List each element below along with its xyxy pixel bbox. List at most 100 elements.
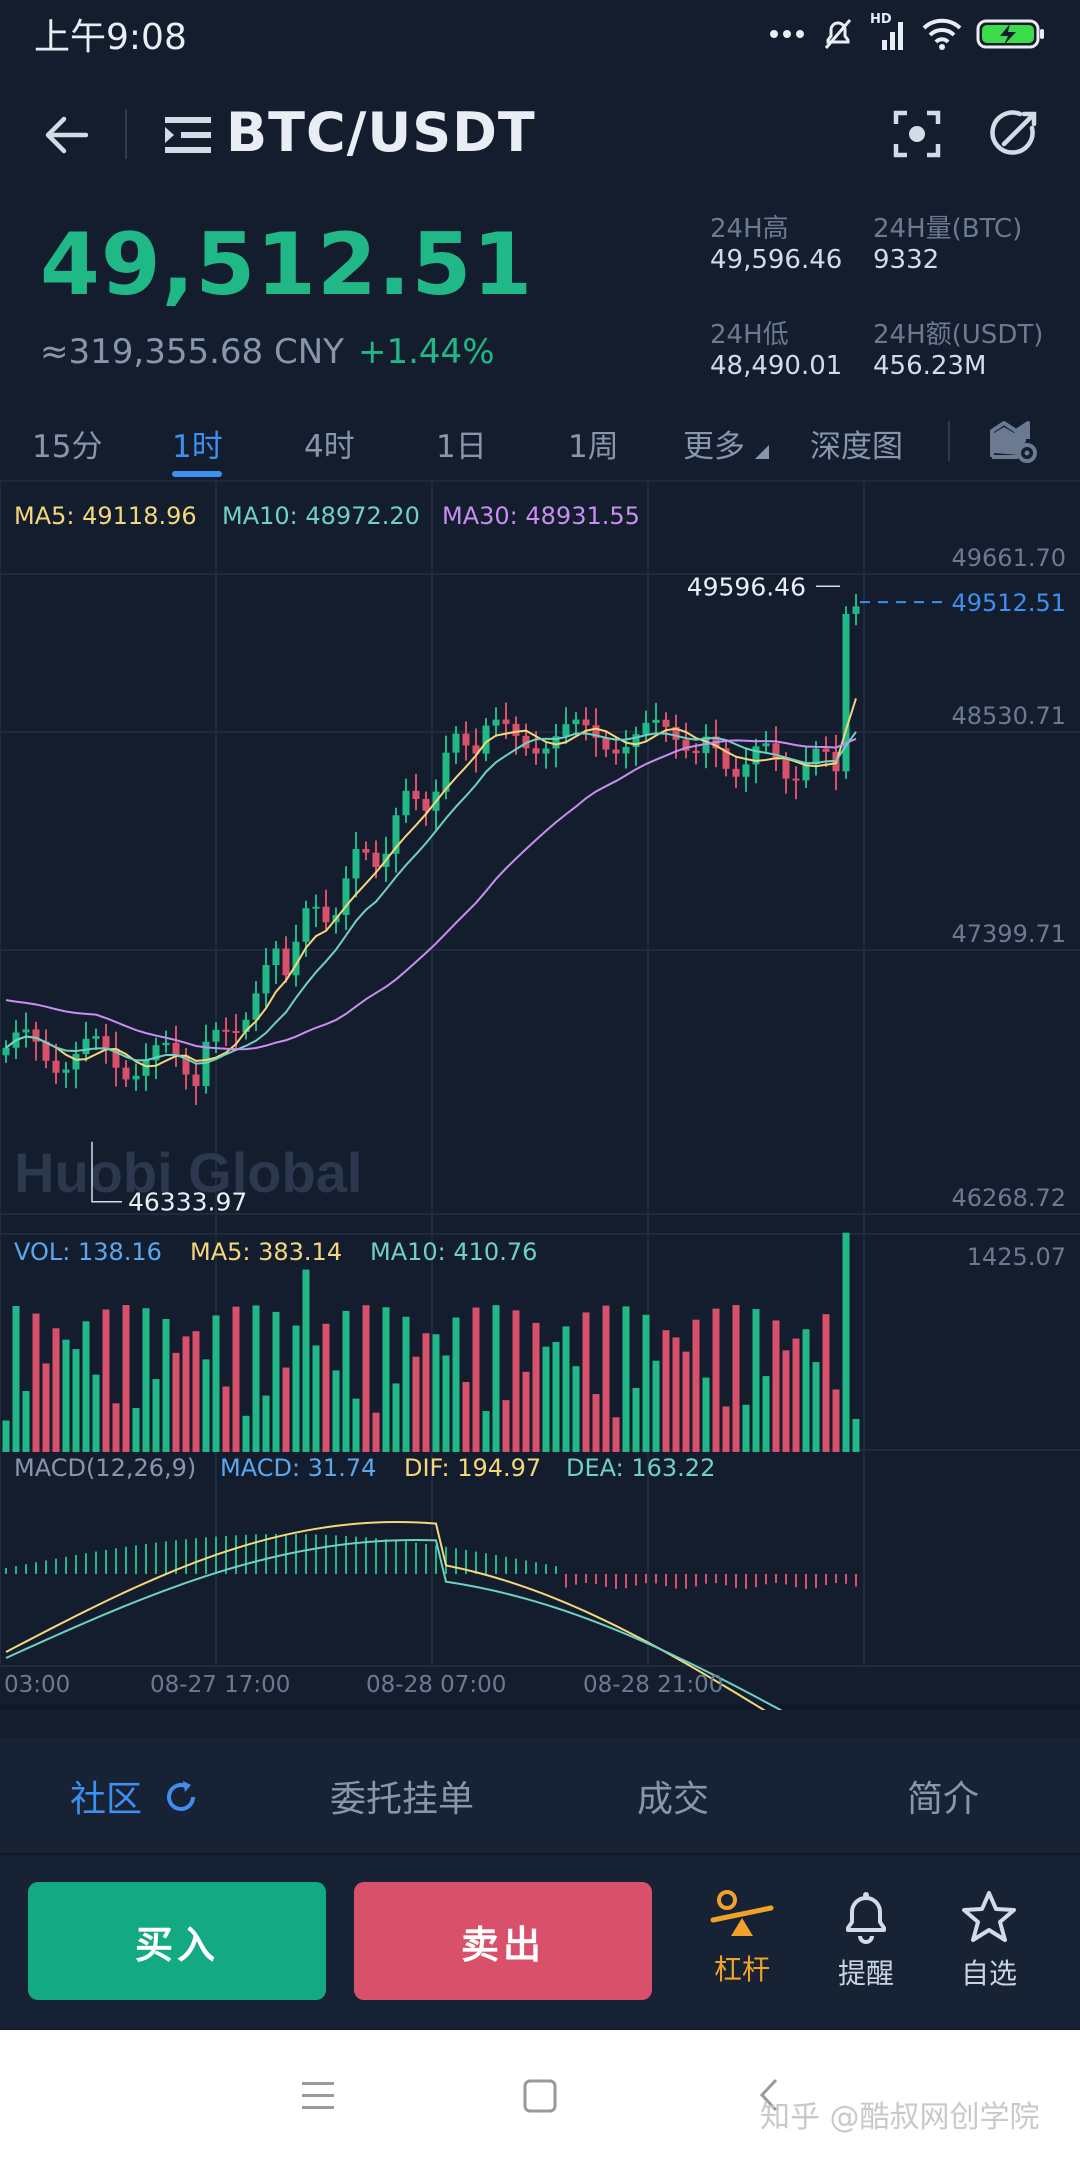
home-icon[interactable] [523,2079,557,2113]
favorite-button[interactable]: 自选 [939,1890,1039,1992]
tab-4h[interactable]: 4时 [304,429,355,465]
time-axis-label: 08-27 17:00 [150,1672,290,1698]
tab-15m[interactable]: 15分 [32,429,103,465]
macd-bar [585,1574,587,1584]
back-button[interactable] [40,105,90,165]
tab-1w[interactable]: 1周 [568,429,619,465]
volume-bar [252,1305,260,1452]
tab-intro[interactable]: 简介 [907,1779,980,1820]
active-tab-indicator [172,471,222,477]
turnover-24h-label: 24H额(USDT) [873,320,1044,350]
volume-bar [712,1308,720,1452]
macd-bar [445,1546,447,1574]
candle-body [592,725,600,738]
chart-settings-icon[interactable] [990,417,1038,463]
candle-body [682,739,690,751]
screenshot-scan-icon[interactable] [893,110,941,158]
candle-body [102,1036,110,1049]
volume-bar [692,1319,700,1452]
macd-bar [475,1551,477,1574]
macd-bar [105,1549,107,1574]
last-price: 49,512.51 [40,215,534,315]
ma10-legend: MA10: 48972.20 [222,502,420,530]
volume-bar [582,1312,590,1452]
volume-bar [152,1379,160,1452]
action-bar: 买入 卖出 杠杆 提醒 自选 [0,1853,1080,2028]
pair-title[interactable]: BTC/USDT [226,101,536,164]
price-axis-label: 47399.71 [951,920,1066,948]
macd-bar [45,1560,47,1574]
candle-body [572,719,580,725]
tab-more[interactable]: 更多 [683,421,769,466]
candle-body [72,1054,80,1070]
tab-orders[interactable]: 委托挂单 [330,1779,475,1820]
volume-bar [342,1310,350,1452]
macd-bar [785,1574,787,1585]
macd-bar [825,1574,827,1586]
volume-bar [402,1316,410,1452]
time-axis-label: 08-28 07:00 [366,1672,506,1698]
candle-body [482,725,490,754]
candle-body [792,778,800,781]
macd-params-legend: MACD(12,26,9) [14,1454,197,1482]
menu-icon[interactable] [300,2080,336,2112]
pair-list-icon[interactable] [165,115,213,155]
tab-1h[interactable]: 1时 [172,429,223,465]
candle-body [92,1036,100,1039]
volume-bar [722,1406,730,1452]
leverage-button[interactable]: 杠杆 [692,1890,792,1988]
macd-bar [695,1574,697,1587]
header-divider [125,109,127,159]
dea-line [5,1539,783,1710]
ma30-legend: MA30: 48931.55 [442,502,640,530]
macd-bar [235,1535,237,1574]
macd-bar [395,1540,397,1574]
network-type-label: HD [870,12,892,27]
macd-bar [345,1535,347,1574]
alert-label: 提醒 [837,1957,894,1990]
macd-bar [525,1560,527,1574]
tab-1d[interactable]: 1日 [436,429,487,465]
buy-button[interactable]: 买入 [28,1882,326,2000]
macd-bar [165,1541,167,1574]
tab-trades[interactable]: 成交 [637,1779,710,1820]
battery-charging-icon [976,19,1044,49]
tab-community[interactable]: 社区 [70,1770,199,1822]
volume-bar [662,1330,670,1452]
chart-canvas[interactable]: Huobi Global 49661.70 48530.71 47399.71 462… [0,482,1080,1710]
huobi-watermark: Huobi Global [14,1141,362,1204]
alert-button[interactable]: 提醒 [816,1890,916,1992]
candle-body [412,790,420,800]
volume-bar [312,1345,320,1452]
leverage-label: 杠杆 [713,1953,770,1986]
volume-bar [382,1307,390,1452]
rotate-screen-icon[interactable] [988,108,1040,160]
sell-button[interactable]: 卖出 [354,1882,652,2000]
candle-body [542,748,550,754]
macd-bar [385,1539,387,1574]
volume-bar [262,1395,270,1452]
price-axis-label: 46268.72 [951,1184,1066,1212]
volume-bar [532,1322,540,1452]
macd-bar [845,1574,847,1584]
volume-bar [832,1389,840,1452]
candle-body [342,878,350,915]
time-axis-label: 08-28 21:00 [583,1672,723,1698]
macd-bar [195,1538,197,1574]
vol-ma10-legend: MA10: 410.76 [370,1238,538,1266]
volume-bar [32,1313,40,1452]
volume-bar [652,1360,660,1452]
nav-back-icon[interactable] [758,2078,780,2112]
macd-bar [815,1574,817,1588]
tab-depth[interactable]: 深度图 [810,429,903,465]
candle-body [222,1029,230,1032]
candle-body [252,993,260,1020]
kline-chart[interactable]: Huobi Global 49661.70 48530.71 47399.71 462… [0,482,1080,1710]
macd-bar [465,1549,467,1574]
volume-bar [202,1359,210,1452]
candle-body [422,799,430,811]
macd-bar [405,1541,407,1574]
low-24h-value: 48,490.01 [710,351,843,381]
volume-bar [322,1323,330,1452]
volume-bar [632,1387,640,1452]
